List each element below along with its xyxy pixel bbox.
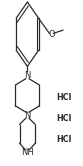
Text: HCl: HCl: [56, 114, 72, 123]
Text: HCl: HCl: [56, 134, 72, 144]
Text: N: N: [24, 111, 31, 120]
Text: NH: NH: [21, 148, 34, 157]
Text: O: O: [48, 30, 55, 39]
Text: HCl: HCl: [56, 93, 72, 102]
Text: N: N: [24, 71, 31, 80]
